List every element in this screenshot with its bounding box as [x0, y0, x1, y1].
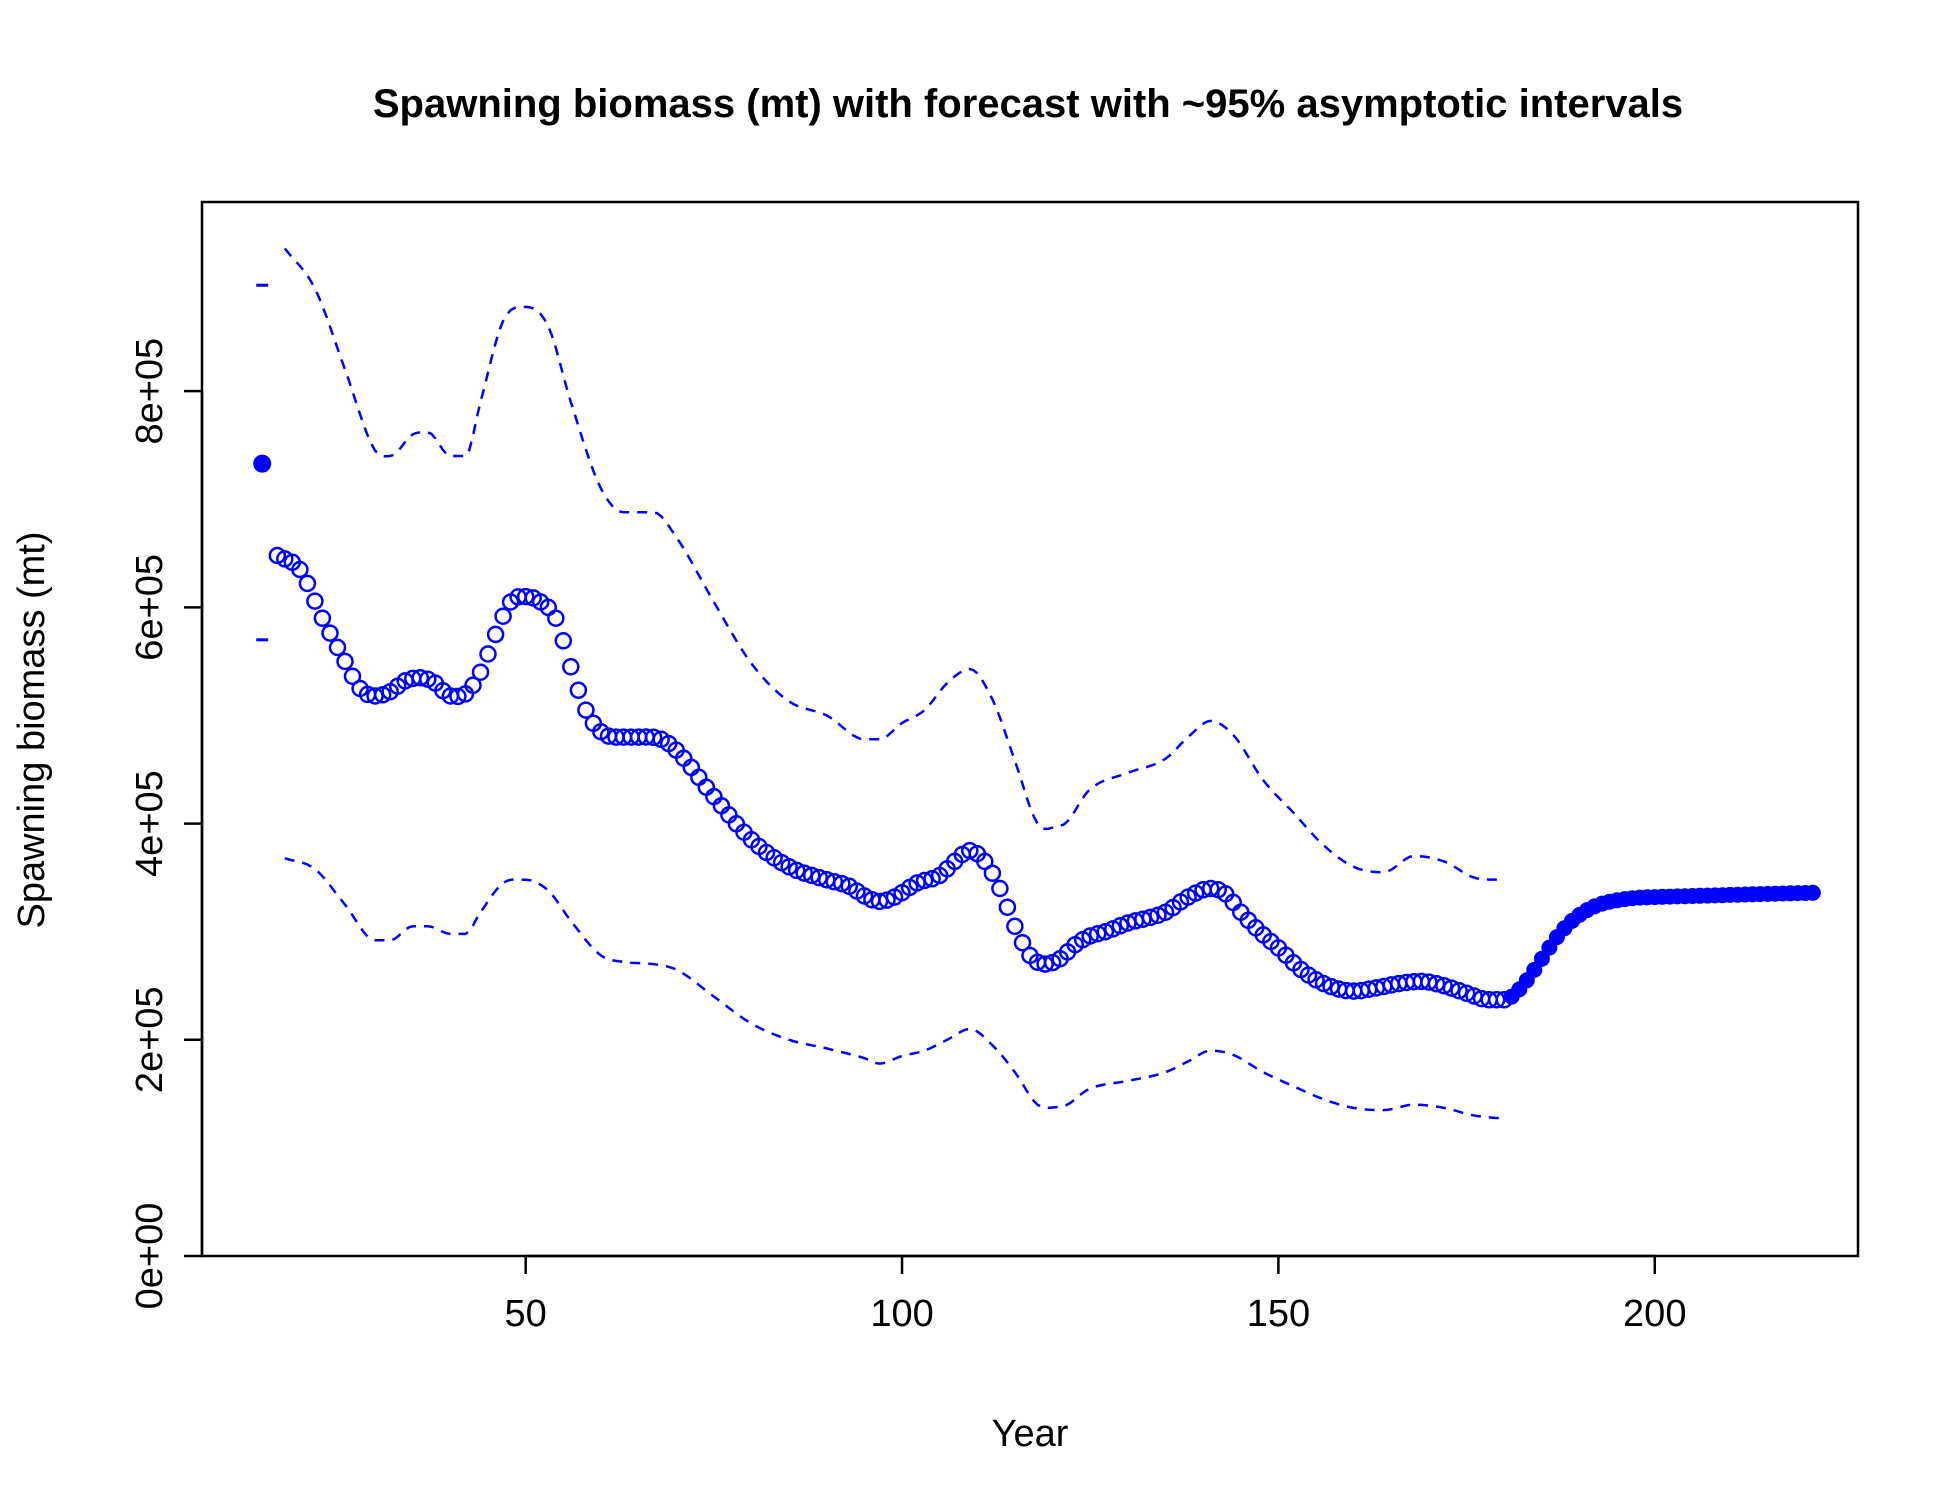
y-tick-label: 2e+05	[129, 986, 171, 1093]
x-tick-label: 50	[505, 1293, 547, 1335]
estimate-point	[1201, 879, 1220, 898]
estimate-point	[486, 625, 505, 644]
series-layer	[253, 247, 1821, 1120]
estimate-point	[471, 663, 490, 681]
x-tick-label: 150	[1247, 1293, 1310, 1335]
estimate-point	[915, 871, 934, 890]
estimate-point	[1141, 908, 1160, 927]
estimate-point	[1457, 984, 1476, 1003]
estimate-point	[787, 861, 806, 880]
estimate-point	[577, 701, 595, 719]
chart-title: Spawning biomass (mt) with forecast with…	[373, 82, 1683, 126]
estimate-point	[1088, 924, 1107, 943]
estimate-point	[336, 652, 354, 671]
estimate-point	[983, 864, 1002, 882]
estimate-point	[328, 638, 347, 657]
y-axis-label: Spawning biomass (mt)	[11, 531, 53, 928]
x-axis-label: Year	[992, 1413, 1069, 1455]
estimate-point	[298, 574, 317, 593]
virgin-point	[253, 454, 272, 473]
estimate-point	[644, 728, 663, 747]
estimate-point	[449, 687, 467, 706]
estimate-point	[306, 592, 324, 610]
lower-ci-line	[284, 857, 1505, 1120]
estimate-point	[479, 645, 497, 663]
y-tick-label: 6e+05	[129, 554, 171, 661]
estimate-point	[411, 668, 430, 687]
estimate-point	[313, 609, 332, 627]
estimate-point	[1006, 917, 1024, 936]
estimate-point	[291, 560, 309, 579]
estimate-point	[802, 866, 821, 885]
forecast-point	[1533, 950, 1550, 967]
estimate-point	[569, 681, 588, 699]
estimate-point	[343, 667, 362, 686]
estimate-point	[547, 609, 565, 627]
y-tick-label: 4e+05	[129, 770, 171, 877]
y-tick-label: 8e+05	[129, 338, 171, 445]
estimate-point	[998, 898, 1017, 916]
estimate-point	[321, 624, 339, 642]
estimate-point	[494, 607, 512, 625]
plot-box	[200, 200, 1860, 1258]
estimate-point	[516, 587, 535, 606]
estimate-point	[1442, 979, 1461, 997]
estimate-point	[562, 658, 580, 676]
x-tick-label: 100	[870, 1293, 933, 1335]
x-axis: 50 100 150 200	[505, 1254, 1686, 1335]
upper-ci-line	[283, 247, 1505, 882]
estimate-point	[1036, 955, 1054, 973]
estimate-point	[554, 632, 573, 650]
forecast-point	[1526, 961, 1543, 978]
estimate-point	[1013, 933, 1032, 952]
estimate-point	[1435, 976, 1453, 995]
estimate-point	[1111, 917, 1130, 935]
estimate-point	[1487, 991, 1506, 1009]
estimate-point	[464, 676, 482, 695]
estimate-point	[833, 874, 851, 893]
estimate-point	[991, 879, 1009, 898]
estimate-point	[1450, 981, 1468, 1000]
y-axis: 0e+00 2e+05 4e+05 6e+05 8e+05	[129, 338, 204, 1310]
forecast-point	[1804, 884, 1821, 901]
estimate-point	[1096, 922, 1115, 941]
x-tick-label: 200	[1623, 1293, 1686, 1335]
estimate-point	[690, 768, 708, 787]
y-tick-label: 0e+00	[129, 1203, 171, 1310]
